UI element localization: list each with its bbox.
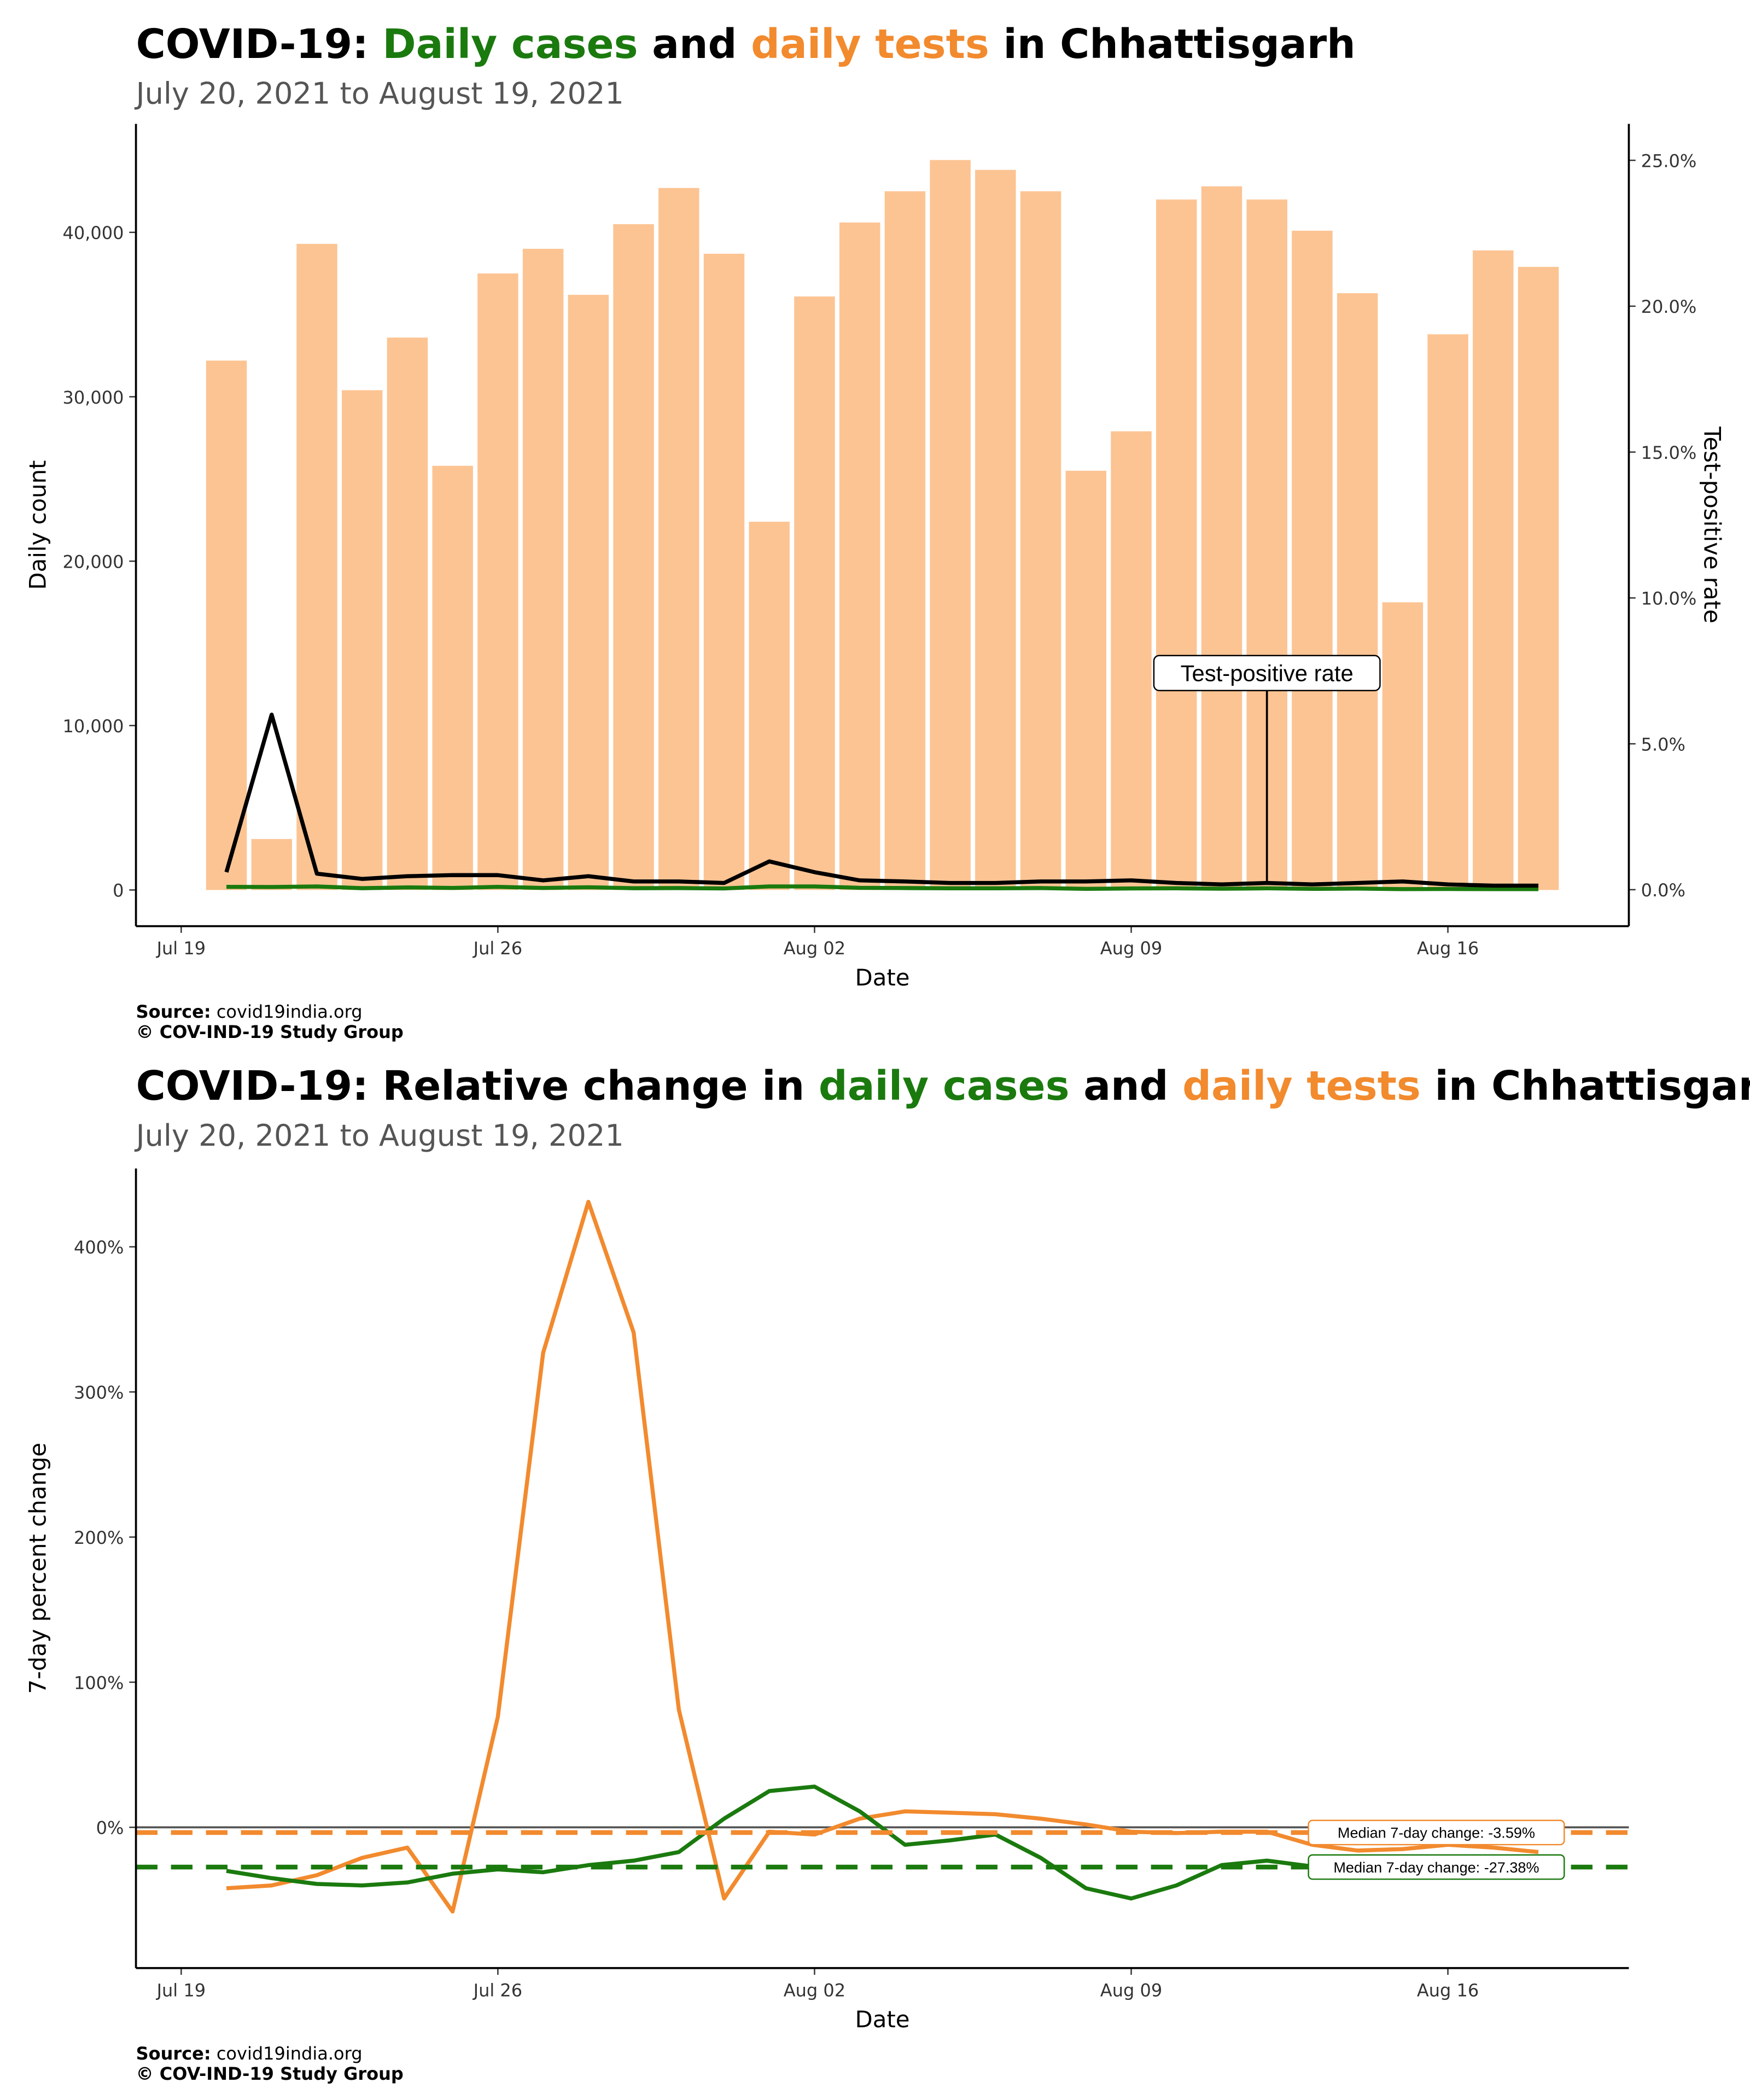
bar <box>1337 293 1378 890</box>
median-label: Median 7-day change: -27.38% <box>1333 1859 1539 1876</box>
bar <box>432 465 473 890</box>
annotation-box <box>1153 655 1381 692</box>
bar <box>251 839 293 890</box>
x-axis-title: Date <box>855 2006 910 2033</box>
x-tick-label: Aug 09 <box>1100 1980 1162 2000</box>
x-tick-label: Jul 26 <box>472 938 523 959</box>
x-tick-label: Aug 09 <box>1100 938 1162 959</box>
y2-tick-label: 5.0% <box>1641 734 1685 755</box>
x-tick-label: Aug 02 <box>784 938 845 959</box>
median-label-box <box>1308 1854 1565 1880</box>
source-value: covid19india.org <box>217 1001 363 1022</box>
y2-axis-title: Test-positive rate <box>1699 426 1725 623</box>
x-tick-label: Aug 02 <box>784 1980 845 2000</box>
y2-tick-label: 10.0% <box>1641 588 1697 609</box>
x-tick-label: Jul 19 <box>156 938 206 959</box>
title-part: in Chhattisgarh <box>1004 21 1356 68</box>
title-part: COVID-19: Relative change in <box>136 1063 805 1110</box>
bar <box>387 337 428 890</box>
y-axis-title: Daily count <box>25 460 51 590</box>
y-tick-label: 100% <box>74 1672 124 1693</box>
credit: © COV-IND-19 Study Group <box>136 1022 404 1042</box>
bar <box>1518 267 1559 890</box>
bar <box>884 191 926 890</box>
y-tick-label: 30,000 <box>62 387 124 408</box>
series-line <box>226 1199 1539 1914</box>
title-part: daily cases <box>819 1063 1070 1110</box>
credit: © COV-IND-19 Study Group <box>136 2063 404 2084</box>
y-tick-label: 20,000 <box>62 551 124 572</box>
y-axis-title: 7-day percent change <box>25 1443 51 1694</box>
y-tick-label: 400% <box>74 1237 124 1258</box>
y-tick-label: 0 <box>113 880 124 901</box>
y-tick-label: 40,000 <box>62 223 124 243</box>
median-label: Median 7-day change: -3.59% <box>1338 1824 1535 1841</box>
bar <box>1292 230 1333 890</box>
y2-tick-label: 0.0% <box>1641 880 1685 901</box>
bar <box>522 248 564 890</box>
x-tick-label: Jul 26 <box>472 1980 523 2000</box>
bar <box>839 222 880 890</box>
chart-title: COVID-19: Daily cases and daily tests in… <box>136 21 1356 68</box>
bar <box>1382 602 1424 890</box>
title-part: daily tests <box>751 21 989 68</box>
series-line <box>224 713 1539 888</box>
y-tick-label: 300% <box>74 1382 124 1403</box>
bar <box>1156 199 1197 890</box>
x-tick-label: Jul 19 <box>156 1980 206 2000</box>
bar <box>1427 334 1468 890</box>
y-tick-label: 0% <box>96 1818 124 1839</box>
title-part: Daily cases <box>382 21 638 68</box>
bar <box>1111 431 1152 890</box>
bar <box>1065 470 1107 890</box>
bar <box>658 188 699 890</box>
bar <box>206 360 247 890</box>
source: Source: covid19india.org <box>136 1001 363 1022</box>
bar <box>568 295 609 890</box>
series-line <box>226 884 1539 891</box>
bar <box>613 224 654 890</box>
chart-title: COVID-19: Relative change in daily cases… <box>136 1063 1750 1110</box>
bar <box>296 243 337 890</box>
bar <box>342 390 383 890</box>
bar <box>930 160 971 890</box>
title-part: daily tests <box>1182 1063 1421 1110</box>
subtitle: July 20, 2021 to August 19, 2021 <box>135 77 624 111</box>
bar <box>477 273 518 890</box>
subtitle: July 20, 2021 to August 19, 2021 <box>135 1118 624 1153</box>
source-value: covid19india.org <box>217 2043 363 2064</box>
x-tick-label: Aug 16 <box>1417 1980 1479 2000</box>
x-axis-title: Date <box>855 964 910 991</box>
bar <box>1020 191 1061 890</box>
y-tick-label: 10,000 <box>62 716 124 737</box>
title-part: COVID-19: <box>136 21 369 68</box>
source-label: Source: <box>136 2043 211 2064</box>
title-part: in Chhattisgarh <box>1435 1063 1750 1110</box>
annotation: Test-positive rate <box>1181 661 1354 686</box>
bar <box>1201 186 1242 890</box>
y2-tick-label: 25.0% <box>1641 150 1697 171</box>
bar <box>1473 250 1514 890</box>
title-part: and <box>1083 1063 1168 1110</box>
y2-tick-label: 15.0% <box>1641 442 1697 463</box>
y-tick-label: 200% <box>74 1527 124 1548</box>
y2-tick-label: 20.0% <box>1641 296 1697 317</box>
x-tick-label: Aug 16 <box>1417 938 1479 959</box>
bar <box>703 253 745 890</box>
median-label-box <box>1308 1819 1565 1846</box>
bar <box>749 521 790 890</box>
source: Source: covid19india.org <box>136 2043 363 2064</box>
bar <box>975 170 1016 890</box>
title-part: and <box>652 21 737 68</box>
bar <box>794 296 835 890</box>
source-label: Source: <box>136 1001 211 1022</box>
